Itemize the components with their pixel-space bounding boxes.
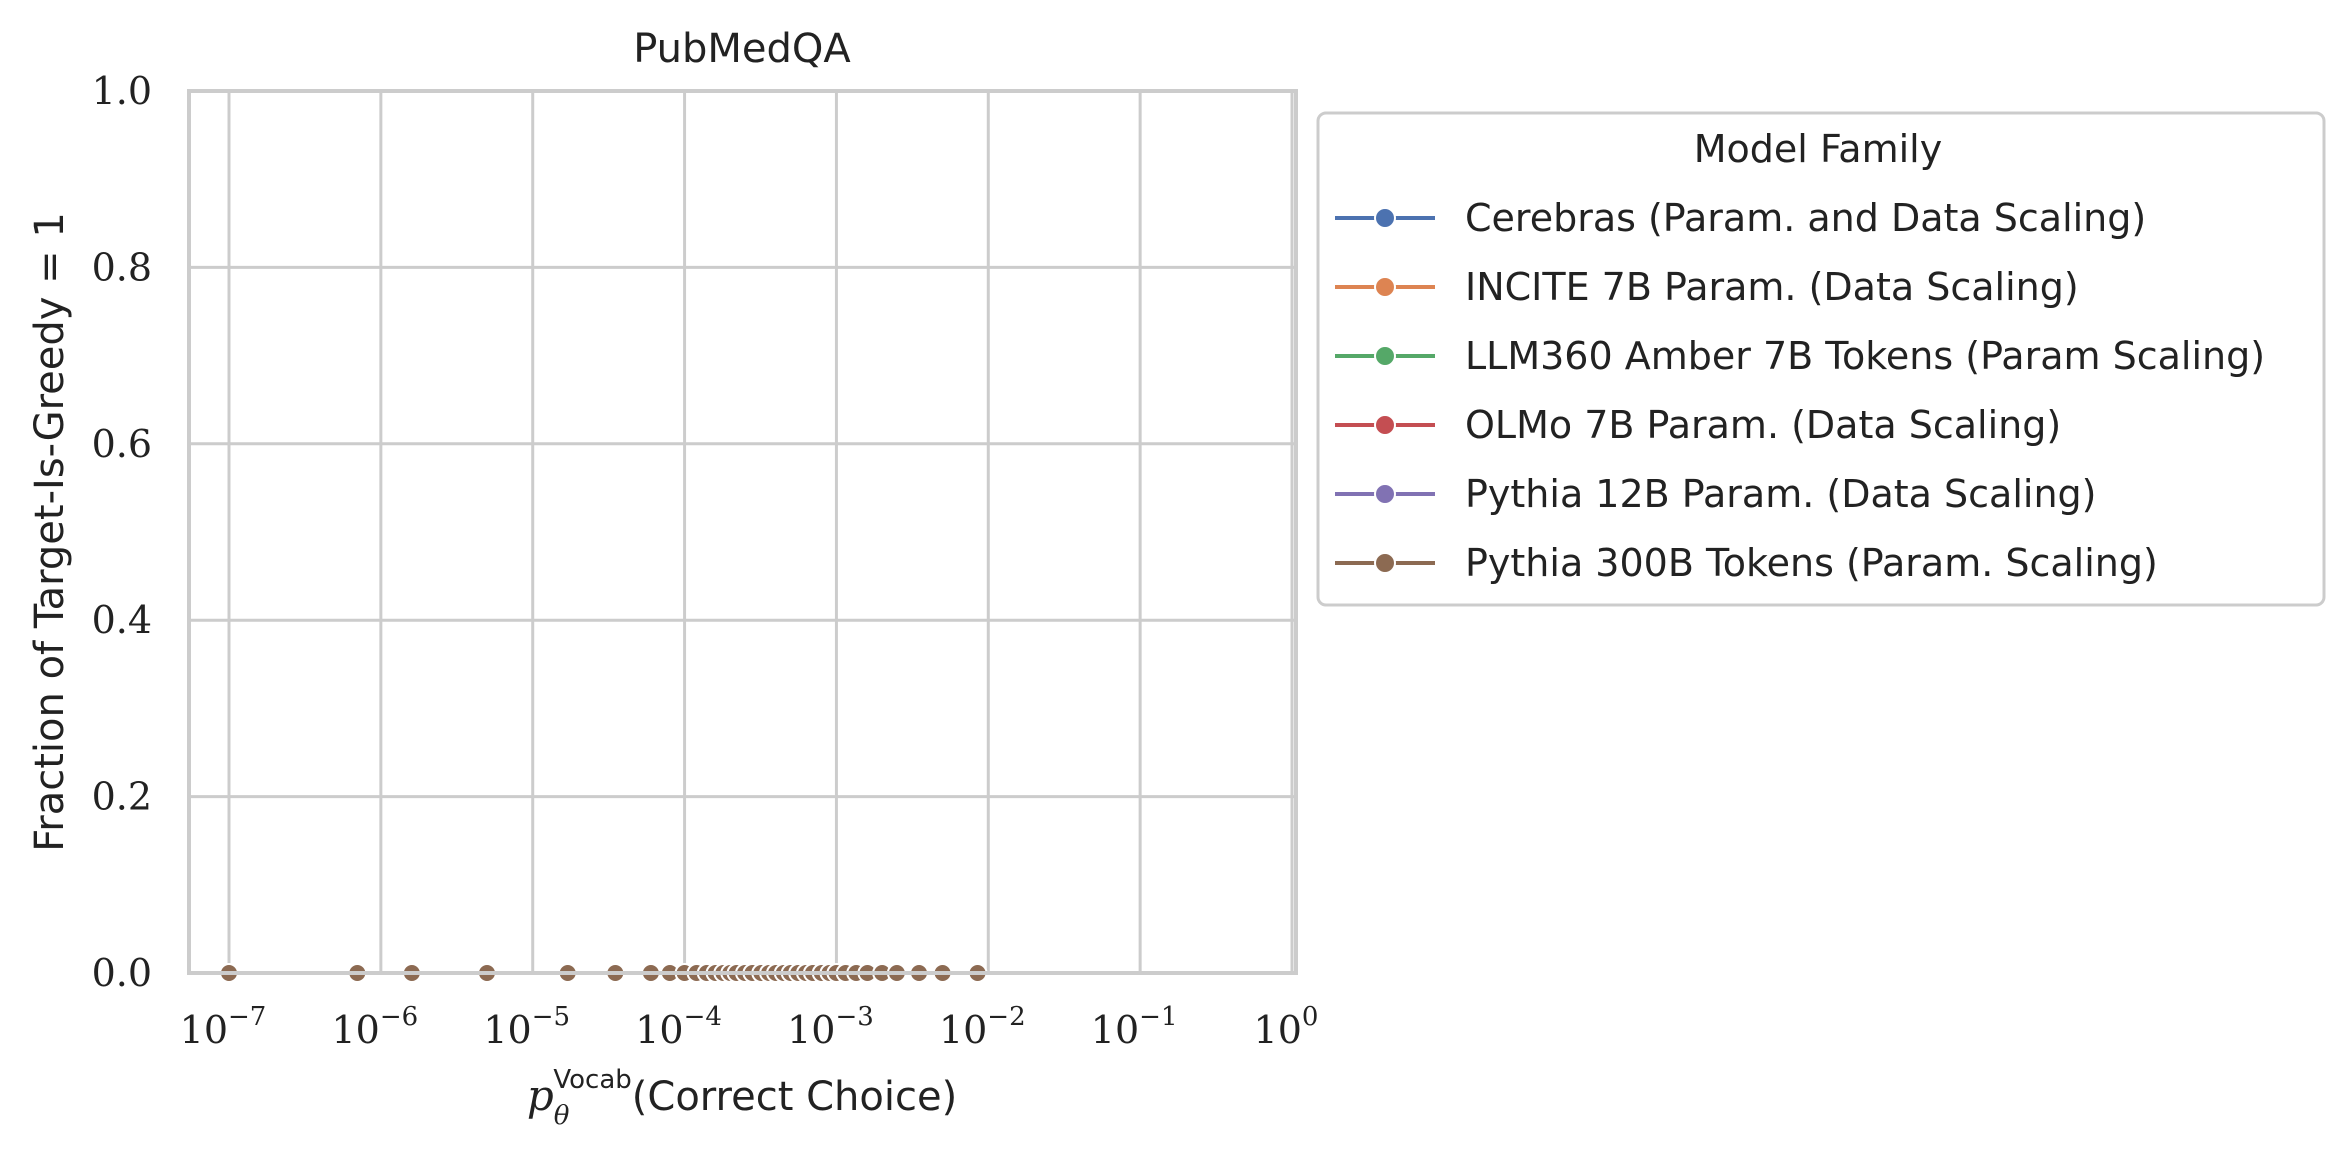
legend-title: Model Family <box>1694 127 1942 171</box>
plot-frame <box>187 89 1298 975</box>
legend-marker <box>1374 276 1396 298</box>
x-tick-base: 10 <box>1091 1008 1139 1052</box>
legend-label: INCITE 7B Param. (Data Scaling) <box>1465 265 2079 309</box>
legend-entry: Pythia 12B Param. (Data Scaling) <box>1335 472 2096 516</box>
legend-entry: Cerebras (Param. and Data Scaling) <box>1335 196 2146 240</box>
legend-items: Cerebras (Param. and Data Scaling) INCITE… <box>1335 196 2265 585</box>
x-tick-base: 10 <box>939 1008 987 1052</box>
legend-marker <box>1374 345 1396 367</box>
y-tick-labels: 0.0 0.2 0.4 0.6 0.8 1.0 <box>92 69 152 995</box>
chart-title: PubMedQA <box>633 26 851 72</box>
x-axis-label-symbol: p <box>527 1071 554 1120</box>
x-tick-label: 10−5 <box>483 1002 570 1052</box>
plot-area <box>189 91 1296 973</box>
x-axis-label-superscript: Vocab <box>553 1065 631 1095</box>
x-tick-exponent: −1 <box>1139 1002 1177 1032</box>
x-tick-label: 10−4 <box>635 1002 722 1052</box>
x-tick-base: 10 <box>483 1008 531 1052</box>
legend-entry: OLMo 7B Param. (Data Scaling) <box>1335 403 2061 447</box>
legend-marker <box>1374 483 1396 505</box>
x-tick-exponent: −3 <box>835 1002 873 1032</box>
y-tick-label: 0.4 <box>92 598 152 642</box>
legend-frame <box>1316 111 2326 607</box>
x-tick-exponent: 0 <box>1302 1002 1319 1032</box>
x-tick-label: 10−3 <box>787 1002 874 1052</box>
y-axis-label: Fraction of Target-Is-Greedy = 1 <box>27 212 73 852</box>
legend-entry: INCITE 7B Param. (Data Scaling) <box>1335 265 2079 309</box>
x-tick-label: 10−6 <box>332 1002 419 1052</box>
legend-label: Pythia 300B Tokens (Param. Scaling) <box>1465 541 2158 585</box>
x-axis-label-text: (Correct Choice) <box>632 1074 957 1120</box>
legend-entry: Pythia 300B Tokens (Param. Scaling) <box>1335 541 2158 585</box>
legend: Model Family Cerebras (Param. and Data S… <box>1316 111 2326 607</box>
legend-label: Cerebras (Param. and Data Scaling) <box>1465 196 2146 240</box>
x-tick-exponent: −5 <box>532 1002 570 1032</box>
x-tick-base: 10 <box>180 1008 228 1052</box>
legend-marker <box>1374 552 1396 574</box>
legend-marker <box>1374 207 1396 229</box>
legend-entry: LLM360 Amber 7B Tokens (Param Scaling) <box>1335 334 2265 378</box>
x-tick-exponent: −7 <box>228 1002 266 1032</box>
x-tick-label: 10−1 <box>1091 1002 1178 1052</box>
x-tick-base: 10 <box>332 1008 380 1052</box>
x-tick-label: 100 <box>1254 1002 1319 1052</box>
x-axis-label-subscript: θ <box>554 1101 570 1131</box>
x-tick-base: 10 <box>787 1008 835 1052</box>
x-tick-exponent: −6 <box>380 1002 418 1032</box>
legend-marker <box>1374 414 1396 436</box>
x-tick-exponent: −4 <box>684 1002 722 1032</box>
x-tick-exponent: −2 <box>987 1002 1025 1032</box>
y-tick-label: 1.0 <box>92 69 152 113</box>
legend-label: OLMo 7B Param. (Data Scaling) <box>1465 403 2061 447</box>
svg-text:pθVocab(Correct Choice): pθ Vocab(Correct Choice) <box>527 1065 957 1131</box>
x-tick-label: 10−7 <box>180 1002 267 1052</box>
y-tick-label: 0.2 <box>92 775 152 819</box>
x-axis-label: pθ Vocab(Correct Choice) <box>527 1065 957 1131</box>
legend-label: LLM360 Amber 7B Tokens (Param Scaling) <box>1465 334 2265 378</box>
x-tick-label: 10−2 <box>939 1002 1026 1052</box>
x-tick-labels: 10−7 10−6 10−5 10−4 10−3 10−2 10−1 100 <box>180 1002 1319 1052</box>
y-tick-label: 0.6 <box>92 422 152 466</box>
x-tick-base: 10 <box>635 1008 683 1052</box>
y-tick-label: 0.8 <box>92 245 152 289</box>
x-tick-base: 10 <box>1254 1008 1302 1052</box>
y-tick-label: 0.0 <box>92 951 152 995</box>
legend-label: Pythia 12B Param. (Data Scaling) <box>1465 472 2096 516</box>
